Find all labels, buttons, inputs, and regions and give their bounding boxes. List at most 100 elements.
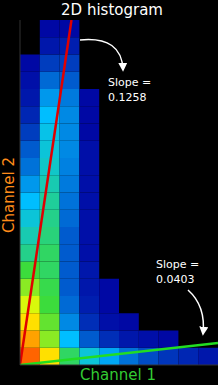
hist-cell <box>198 348 218 365</box>
annotation-text: Slope = <box>108 76 151 89</box>
hist-cell <box>20 193 40 210</box>
hist-cell <box>79 313 99 330</box>
hist-cell <box>99 244 119 261</box>
hist-cell <box>40 141 60 158</box>
hist-cell <box>139 20 159 37</box>
hist-cell <box>60 227 80 244</box>
fit-line <box>20 20 71 365</box>
hist-cell <box>60 262 80 279</box>
hist-cell <box>178 37 198 54</box>
hist-cell <box>60 106 80 123</box>
hist-cell <box>20 262 40 279</box>
hist-cell <box>99 20 119 37</box>
hist-cell <box>159 296 179 313</box>
hist-cell <box>139 106 159 123</box>
hist-cell <box>159 106 179 123</box>
annotation-text: Slope = <box>156 258 199 271</box>
hist-cell <box>60 193 80 210</box>
hist-cell <box>40 244 60 261</box>
hist-cell <box>40 175 60 192</box>
hist-cell <box>178 313 198 330</box>
hist-cell <box>99 141 119 158</box>
hist-cell <box>60 175 80 192</box>
hist-cell <box>79 210 99 227</box>
hist-cell <box>79 124 99 141</box>
hist-cell <box>139 175 159 192</box>
hist-cell <box>139 55 159 72</box>
hist-cell <box>198 141 218 158</box>
hist-cell <box>119 244 139 261</box>
hist-cell <box>198 124 218 141</box>
hist-cell <box>139 210 159 227</box>
hist-cell <box>60 279 80 296</box>
hist-cell <box>159 210 179 227</box>
hist-cell <box>40 313 60 330</box>
hist-cell <box>99 279 119 296</box>
hist-cell <box>20 210 40 227</box>
hist-cell <box>40 20 60 37</box>
hist-cell <box>198 193 218 210</box>
hist-cell <box>119 141 139 158</box>
hist-cell <box>119 106 139 123</box>
hist-cell <box>178 193 198 210</box>
hist-cell <box>99 175 119 192</box>
hist-cell <box>198 158 218 175</box>
hist-cell <box>159 227 179 244</box>
hist-cell <box>198 37 218 54</box>
hist-cell <box>139 37 159 54</box>
hist-cell <box>79 175 99 192</box>
hist-cell <box>20 227 40 244</box>
hist-cell <box>60 296 80 313</box>
hist-cell <box>159 331 179 348</box>
hist-cell <box>119 37 139 54</box>
hist-cell <box>99 262 119 279</box>
hist-cell <box>79 296 99 313</box>
hist-cell <box>60 141 80 158</box>
hist-cell <box>139 124 159 141</box>
hist-cell <box>159 55 179 72</box>
hist-cell <box>79 20 99 37</box>
hist-cell <box>178 348 198 365</box>
hist-cell <box>119 193 139 210</box>
hist-cell <box>20 175 40 192</box>
annotation-value: 0.1258 <box>108 91 147 104</box>
hist-cell <box>178 124 198 141</box>
hist-cell <box>139 313 159 330</box>
hist-cell <box>178 20 198 37</box>
hist-cell <box>119 158 139 175</box>
hist-cell <box>139 227 159 244</box>
hist-cell <box>40 296 60 313</box>
hist-cell <box>139 158 159 175</box>
hist-cell <box>79 89 99 106</box>
hist-cell <box>40 279 60 296</box>
hist-cell <box>99 158 119 175</box>
hist-cell <box>198 175 218 192</box>
hist-cell <box>198 262 218 279</box>
hist-cell <box>20 313 40 330</box>
annotation-arrow <box>80 40 123 70</box>
hist-cell <box>79 106 99 123</box>
hist-cell <box>60 348 80 365</box>
hist-cell <box>79 55 99 72</box>
hist-cell <box>20 158 40 175</box>
hist-cell <box>40 331 60 348</box>
hist-cell <box>119 175 139 192</box>
hist-cell <box>99 37 119 54</box>
hist-cell <box>99 193 119 210</box>
hist-cell <box>79 72 99 89</box>
hist-cell <box>20 124 40 141</box>
hist-cell <box>79 279 99 296</box>
hist-cell <box>79 227 99 244</box>
hist-cell <box>178 55 198 72</box>
hist-cell <box>178 175 198 192</box>
y-label: Channel 2 <box>0 157 18 233</box>
hist-cell <box>79 193 99 210</box>
hist-cell <box>20 37 40 54</box>
hist-cell <box>119 210 139 227</box>
hist-cell <box>198 89 218 106</box>
hist-cell <box>79 141 99 158</box>
hist-cell <box>178 158 198 175</box>
hist-cell <box>119 262 139 279</box>
hist-cell <box>40 72 60 89</box>
annotation-arrow <box>188 290 203 334</box>
